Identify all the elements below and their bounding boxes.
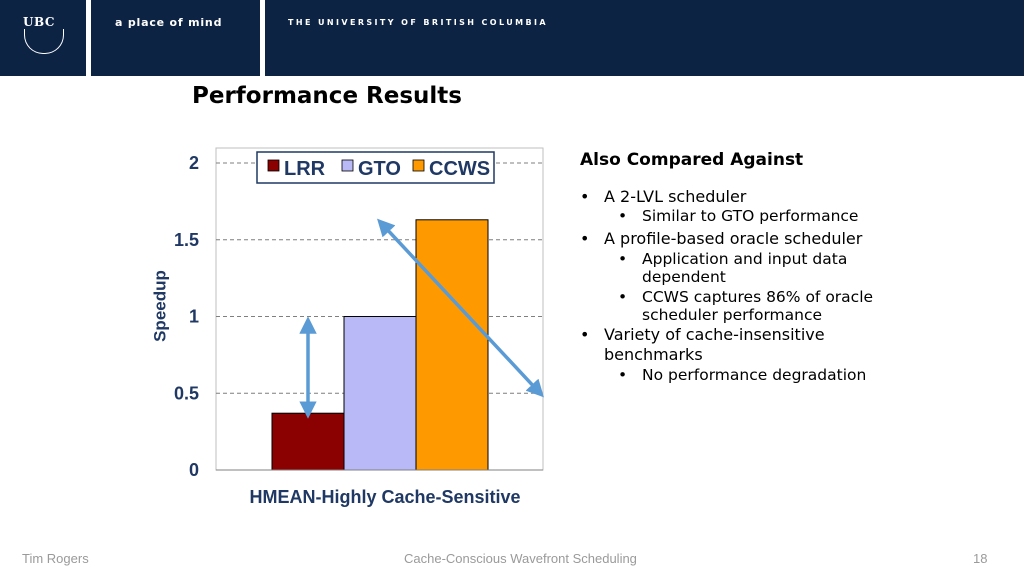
y-tick-label: 0	[189, 460, 199, 480]
bar-ccws	[415, 219, 489, 471]
legend-box	[256, 151, 495, 184]
x-axis-label: HMEAN-Highly Cache-Sensitive	[249, 487, 520, 507]
bar-lrr	[271, 412, 345, 471]
ubc-logo-text: UBC	[23, 15, 55, 29]
annotation-arrow-ccws	[377, 218, 544, 398]
bullet-item: A profile-based oracle scheduler	[580, 229, 880, 249]
footer-author: Tim Rogers	[22, 551, 89, 566]
tagline-block: a place of mind	[91, 0, 260, 76]
footer-talk-title: Cache-Conscious Wavefront Scheduling	[404, 551, 637, 566]
sub-bullet-item: Application and input data dependent	[580, 250, 880, 286]
tagline: a place of mind	[115, 16, 223, 29]
legend-label-ccws: CCWS	[429, 158, 490, 180]
bullet-item: Variety of cache-insensitive benchmarks	[580, 325, 880, 365]
legend-swatch-gto	[341, 159, 354, 172]
university-name: THE UNIVERSITY OF BRITISH COLUMBIA	[288, 18, 548, 27]
y-tick-label: 1.5	[174, 230, 199, 250]
sub-bullet-item: No performance degradation	[580, 366, 880, 384]
bullet-item: A 2-LVL scheduler	[580, 187, 880, 207]
legend: LRR GTO CCWS	[267, 158, 490, 180]
slide-title: Performance Results	[192, 83, 462, 109]
y-axis-label: Speedup	[150, 270, 169, 342]
university-block: THE UNIVERSITY OF BRITISH COLUMBIA	[265, 0, 1024, 76]
y-tick-labels: 0 0.5 1 1.5 2	[174, 153, 199, 480]
comparison-panel: Also Compared Against A 2-LVL scheduler …	[580, 150, 880, 384]
logo-block: UBC	[0, 0, 86, 76]
legend-label-lrr: LRR	[284, 158, 326, 180]
comparison-title: Also Compared Against	[580, 150, 804, 170]
ubc-header: UBC a place of mind THE UNIVERSITY OF BR…	[0, 0, 1024, 76]
y-tick-label: 1	[189, 307, 199, 327]
y-tick-label: 0.5	[174, 383, 199, 403]
legend-label-gto: GTO	[358, 158, 401, 180]
sub-bullet-item: CCWS captures 86% of oracle scheduler pe…	[580, 288, 880, 324]
legend-swatch-ccws	[412, 159, 425, 172]
bar-gto	[343, 316, 417, 471]
y-tick-label: 2	[189, 153, 199, 173]
footer-page-number: 18	[973, 551, 988, 566]
sub-bullet-item: Similar to GTO performance	[580, 207, 880, 225]
legend-swatch-lrr	[267, 159, 280, 172]
